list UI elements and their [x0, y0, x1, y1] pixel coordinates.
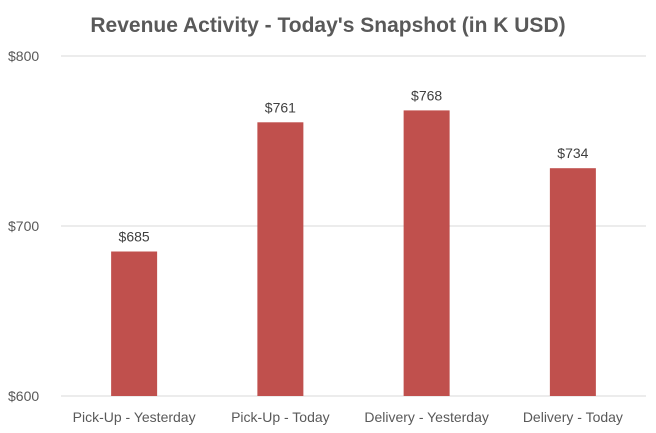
x-tick-label: Delivery - Yesterday: [364, 409, 489, 425]
bar: [403, 110, 450, 397]
bar: [549, 168, 596, 396]
data-label: $685: [119, 229, 150, 245]
x-axis-ticks: Pick-Up - Yesterday Pick-Up - Today Delive…: [73, 409, 623, 425]
x-tick-label: Pick-Up - Today: [231, 409, 330, 425]
gridlines: [61, 55, 646, 397]
data-label: $768: [411, 87, 442, 103]
y-tick-label: $800: [8, 48, 39, 64]
bar: [111, 251, 158, 396]
data-label: $734: [557, 145, 588, 161]
y-tick-label: $600: [8, 388, 39, 404]
x-tick-label: Delivery - Today: [523, 409, 623, 425]
y-axis-ticks: $600 $700 $800: [8, 48, 39, 404]
chart-title: Revenue Activity - Today's Snapshot (in …: [90, 14, 565, 37]
x-tick-label: Pick-Up - Yesterday: [73, 409, 196, 425]
data-labels: $685 $761 $768 $734: [119, 87, 589, 244]
bar: [257, 122, 304, 397]
y-tick-label: $700: [8, 218, 39, 234]
data-label: $761: [265, 99, 296, 115]
bars: [111, 110, 596, 397]
